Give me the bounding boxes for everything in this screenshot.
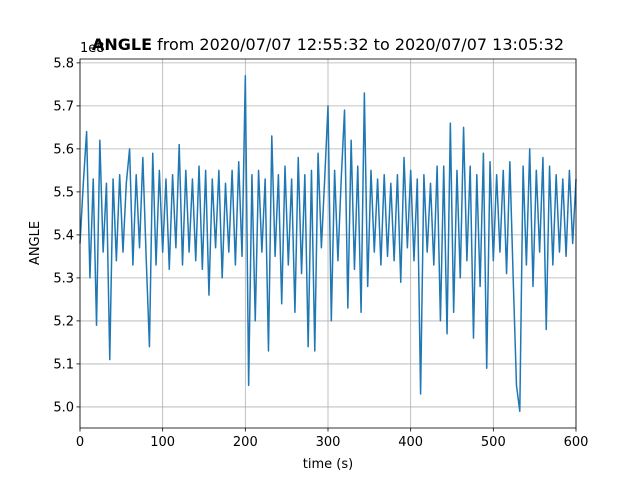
y-tick-label: 5.0 [53, 400, 74, 415]
y-tick-label: 5.8 [53, 56, 74, 71]
y-tick-label: 5.2 [53, 314, 74, 329]
x-tick-label: 300 [316, 435, 341, 450]
title-rest: from 2020/07/07 12:55:32 to 2020/07/07 1… [157, 35, 564, 54]
x-tick-label: 600 [564, 435, 589, 450]
y-tick-label: 5.7 [53, 99, 74, 114]
data-line [79, 75, 577, 412]
x-tick-label: 500 [481, 435, 506, 450]
x-tick-label: 200 [233, 435, 258, 450]
y-axis-label: ANGLE [28, 221, 43, 265]
y-tick-label: 5.6 [53, 142, 74, 157]
x-tick-label: 400 [398, 435, 423, 450]
x-tick-label: 0 [76, 435, 84, 450]
plot-frame [79, 58, 577, 429]
x-axis-label: time (s) [303, 457, 353, 472]
title-bold: ANGLE [92, 35, 152, 54]
y-offset-label: 1e8 [80, 41, 105, 56]
y-tick-label: 5.3 [53, 271, 74, 286]
y-tick-label: 5.4 [53, 228, 74, 243]
y-tick-label: 5.5 [53, 185, 74, 200]
chart-title: ANGLE from 2020/07/07 12:55:32 to 2020/0… [92, 35, 564, 54]
y-tick-label: 5.1 [53, 357, 74, 372]
x-tick-label: 100 [150, 435, 175, 450]
